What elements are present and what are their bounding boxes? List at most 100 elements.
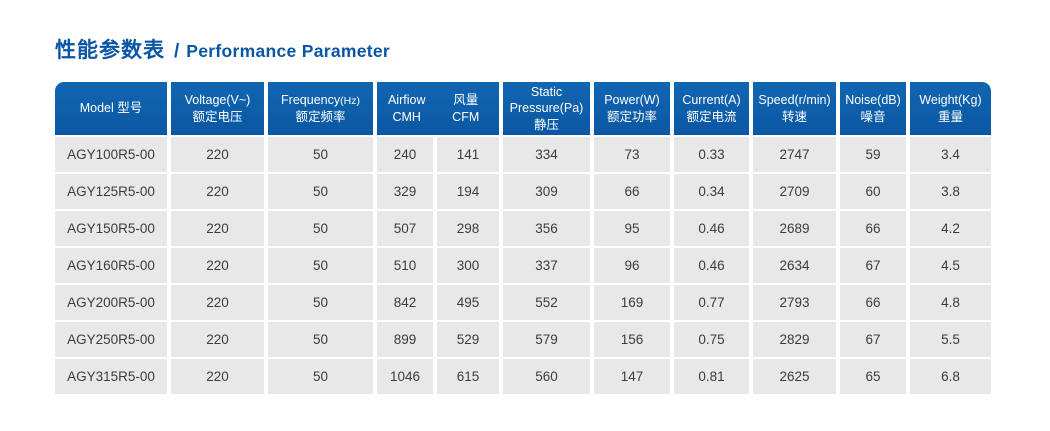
header-label-zh: 静压 [533, 117, 559, 132]
cell-airflow-cmh: 329 [377, 174, 433, 209]
cell-noise: 67 [840, 248, 906, 283]
cell-weight: 4.8 [910, 285, 991, 320]
table-row: AGY250R5-00 220 50 899 529 579 156 0.75 … [55, 322, 991, 357]
cell-model: AGY160R5-00 [55, 248, 167, 283]
header-label-zh: 额定功率 [606, 109, 657, 124]
cell-voltage: 220 [171, 285, 264, 320]
cell-voltage: 220 [171, 211, 264, 246]
cell-noise: 66 [840, 211, 906, 246]
cell-power: 169 [594, 285, 670, 320]
col-header-speed: Speed(r/min) 转速 [753, 82, 836, 135]
cell-current: 0.75 [674, 322, 749, 357]
cell-static-pressure: 337 [503, 248, 590, 283]
header-label-en: Static Pressure(Pa) [509, 85, 584, 116]
cell-model: AGY315R5-00 [55, 359, 167, 394]
cell-frequency: 50 [268, 174, 373, 209]
header-label-en: Voltage(V~) [184, 93, 251, 108]
cell-frequency: 50 [268, 322, 373, 357]
header-label-en: Noise(dB) [845, 93, 901, 108]
page-title: 性能参数表 / Performance Parameter [55, 34, 1050, 64]
cell-model: AGY150R5-00 [55, 211, 167, 246]
cell-airflow-cmh: 842 [377, 285, 433, 320]
cell-airflow-cfm: 298 [437, 211, 499, 246]
cell-current: 0.77 [674, 285, 749, 320]
cell-weight: 4.5 [910, 248, 991, 283]
cell-power: 147 [594, 359, 670, 394]
cell-airflow-cfm: 495 [437, 285, 499, 320]
cell-airflow-cfm: 529 [437, 322, 499, 357]
cell-power: 73 [594, 137, 670, 172]
cell-voltage: 220 [171, 322, 264, 357]
cell-speed: 2709 [753, 174, 836, 209]
col-header-voltage: Voltage(V~) 额定电压 [171, 82, 264, 135]
table-row: AGY200R5-00 220 50 842 495 552 169 0.77 … [55, 285, 991, 320]
cell-static-pressure: 579 [503, 322, 590, 357]
cell-airflow-cmh: 240 [377, 137, 433, 172]
cell-noise: 67 [840, 322, 906, 357]
header-label-zh: 重量 [937, 109, 963, 124]
cell-frequency: 50 [268, 359, 373, 394]
cell-airflow-cfm: 615 [437, 359, 499, 394]
table-row: AGY315R5-00 220 50 1046 615 560 147 0.81… [55, 359, 991, 394]
header-label-zh: 额定电流 [686, 109, 737, 124]
header-label-zh: 额定频率 [295, 109, 346, 124]
header-label: Model 型号 [79, 101, 143, 116]
cell-speed: 2634 [753, 248, 836, 283]
cell-static-pressure: 560 [503, 359, 590, 394]
cell-frequency: 50 [268, 248, 373, 283]
table-row: AGY150R5-00 220 50 507 298 356 95 0.46 2… [55, 211, 991, 246]
cell-model: AGY200R5-00 [55, 285, 167, 320]
cell-frequency: 50 [268, 137, 373, 172]
cell-voltage: 220 [171, 248, 264, 283]
header-label-zh: 额定电压 [192, 109, 243, 124]
title-zh: 性能参数表 [55, 39, 165, 62]
cell-airflow-cmh: 510 [377, 248, 433, 283]
header-label-en: Weight(Kg) [919, 93, 982, 108]
cell-airflow-cmh: 507 [377, 211, 433, 246]
cell-noise: 65 [840, 359, 906, 394]
header-label-en: Power(W) [604, 93, 660, 108]
cell-model: AGY100R5-00 [55, 137, 167, 172]
cell-static-pressure: 309 [503, 174, 590, 209]
cell-voltage: 220 [171, 174, 264, 209]
cell-current: 0.46 [674, 248, 749, 283]
cell-weight: 3.4 [910, 137, 991, 172]
col-header-power: Power(W) 额定功率 [594, 82, 670, 135]
cell-frequency: 50 [268, 211, 373, 246]
col-header-current: Current(A) 额定电流 [674, 82, 749, 135]
cell-voltage: 220 [171, 359, 264, 394]
cell-weight: 5.5 [910, 322, 991, 357]
performance-parameter-table: Model 型号 Voltage(V~) 额定电压 Frequency(Hz) … [51, 80, 995, 396]
cell-speed: 2747 [753, 137, 836, 172]
cell-static-pressure: 334 [503, 137, 590, 172]
cell-noise: 60 [840, 174, 906, 209]
subheader-airflow-cmh: Airfiow CMH [387, 93, 426, 124]
col-header-airflow: Airfiow CMH 风量 CFM [377, 82, 499, 135]
col-header-frequency: Frequency(Hz) 额定频率 [268, 82, 373, 135]
title-en: Performance Parameter [186, 41, 391, 61]
cell-airflow-cmh: 899 [377, 322, 433, 357]
cell-noise: 59 [840, 137, 906, 172]
cell-speed: 2689 [753, 211, 836, 246]
cell-airflow-cfm: 300 [437, 248, 499, 283]
header-label-zh: 转速 [781, 109, 807, 124]
cell-airflow-cfm: 194 [437, 174, 499, 209]
cell-power: 156 [594, 322, 670, 357]
table-row: AGY100R5-00 220 50 240 141 334 73 0.33 2… [55, 137, 991, 172]
header-row: Model 型号 Voltage(V~) 额定电压 Frequency(Hz) … [55, 82, 991, 135]
airflow-subheaders: Airfiow CMH 风量 CFM [379, 92, 497, 125]
cell-noise: 66 [840, 285, 906, 320]
cell-voltage: 220 [171, 137, 264, 172]
col-header-noise: Noise(dB) 噪音 [840, 82, 906, 135]
header-label-en: Speed(r/min) [758, 93, 831, 108]
table-row: AGY125R5-00 220 50 329 194 309 66 0.34 2… [55, 174, 991, 209]
subheader-airflow-cfm: 风量 CFM [452, 93, 480, 124]
header-label-en: Frequency(Hz) [281, 93, 360, 108]
cell-power: 96 [594, 248, 670, 283]
col-header-static-pressure: Static Pressure(Pa) 静压 [503, 82, 590, 135]
cell-speed: 2625 [753, 359, 836, 394]
cell-static-pressure: 552 [503, 285, 590, 320]
header-label-zh: 噪音 [860, 109, 886, 124]
col-header-model: Model 型号 [55, 82, 167, 135]
